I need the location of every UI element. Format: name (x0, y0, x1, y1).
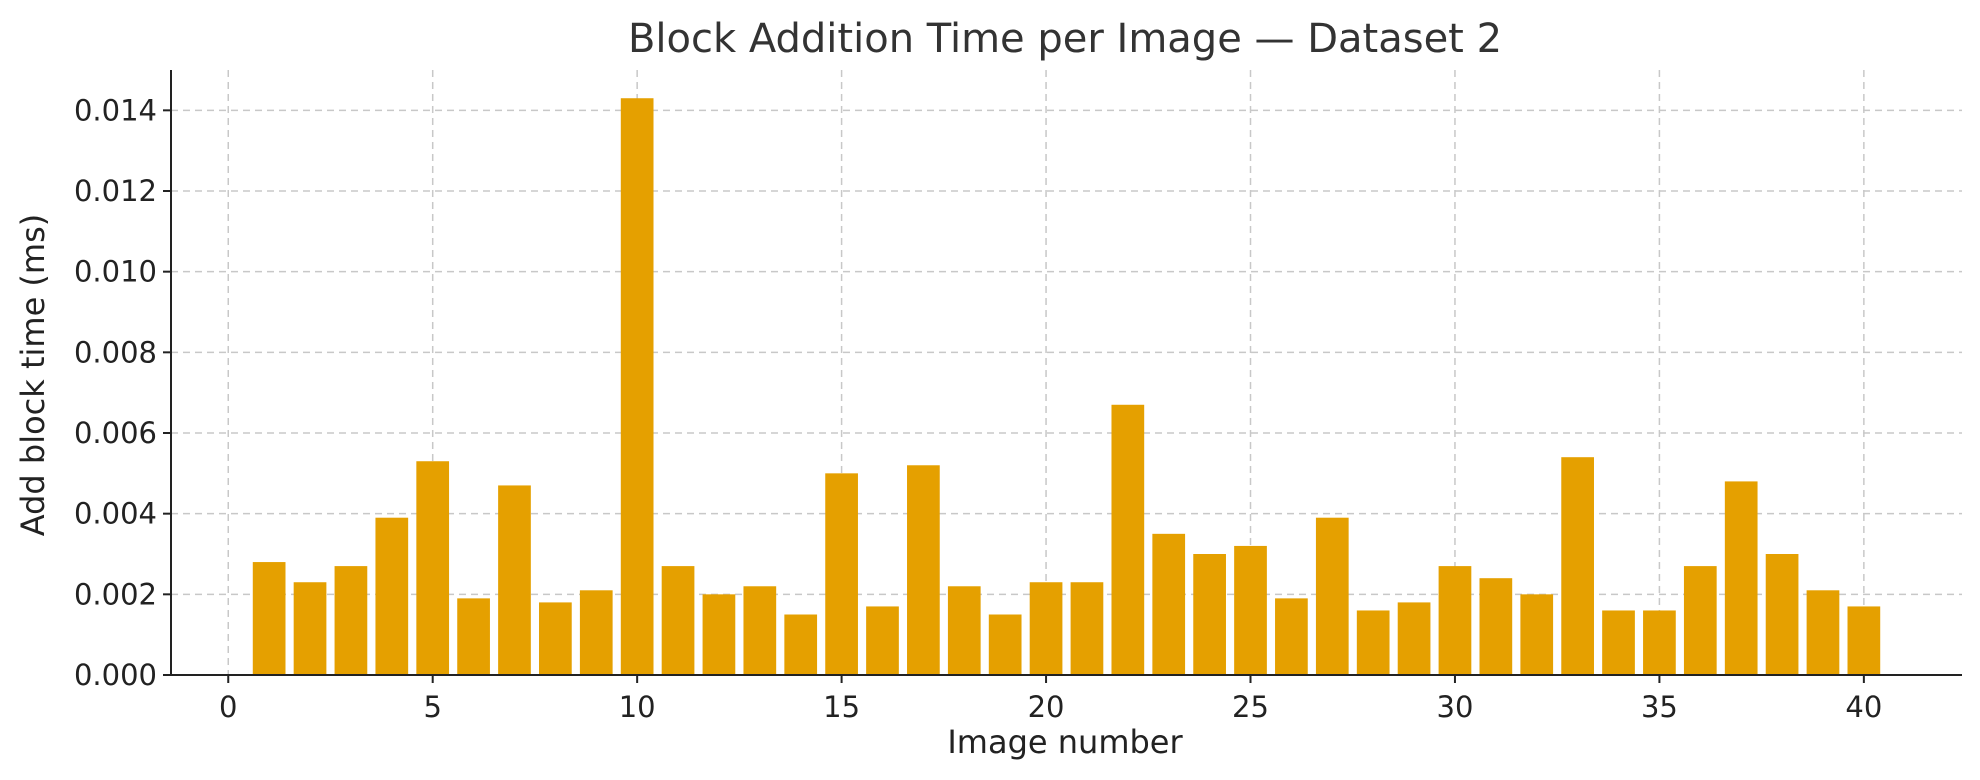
bar-25 (1234, 545, 1267, 675)
y-axis-label: Add block time (ms) (14, 214, 52, 536)
x-tick-label-8: 40 (1845, 690, 1882, 724)
x-tick-label-7: 35 (1641, 690, 1678, 724)
bar-30 (1438, 566, 1472, 675)
bar-17 (907, 465, 940, 675)
bar-7 (498, 485, 531, 675)
bar-18 (947, 586, 981, 675)
bar-36 (1683, 566, 1717, 675)
bar-16 (866, 606, 899, 675)
y-tick-label-6: 0.012 (74, 174, 157, 208)
bar-11 (661, 566, 695, 675)
bar-27 (1315, 517, 1349, 675)
bar-5 (416, 461, 450, 675)
y-tick-label-7: 0.014 (74, 93, 157, 127)
bar-4 (375, 517, 409, 675)
chart-title: Block Addition Time per Image — Dataset … (628, 16, 1502, 62)
bar-31 (1479, 578, 1513, 675)
bar-9 (579, 590, 613, 675)
bar-24 (1193, 554, 1226, 675)
bar-12 (702, 594, 736, 675)
bar-3 (334, 566, 368, 675)
bar-40 (1847, 606, 1881, 675)
x-tick-label-4: 20 (1028, 690, 1065, 724)
bar-28 (1356, 610, 1390, 675)
bar-29 (1397, 602, 1431, 675)
bar-34 (1602, 610, 1635, 675)
bar-37 (1724, 481, 1758, 675)
bar-22 (1111, 404, 1145, 675)
bar-19 (988, 614, 1022, 675)
bar-6 (457, 598, 490, 675)
bar-23 (1152, 533, 1186, 675)
bar-38 (1765, 554, 1799, 675)
bar-2 (293, 582, 327, 675)
x-tick-label-3: 15 (823, 690, 860, 724)
y-tick-label-3: 0.006 (74, 416, 157, 450)
bar-14 (784, 614, 818, 675)
bar-21 (1070, 582, 1104, 675)
bar-20 (1029, 582, 1063, 675)
y-tick-label-2: 0.004 (74, 497, 157, 531)
x-tick-label-2: 10 (619, 690, 656, 724)
bars (252, 98, 1881, 675)
bar-13 (743, 586, 777, 675)
bar-35 (1643, 610, 1676, 675)
y-tick-label-1: 0.002 (74, 577, 157, 611)
bar-15 (825, 473, 858, 675)
y-tick-label-0: 0.000 (74, 658, 157, 692)
bar-1 (252, 562, 286, 675)
bar-8 (539, 602, 572, 675)
bar-32 (1520, 594, 1554, 675)
x-tick-label-5: 25 (1232, 690, 1269, 724)
x-tick-label-6: 30 (1437, 690, 1474, 724)
bar-26 (1275, 598, 1308, 675)
x-axis-label: Image number (947, 723, 1183, 761)
bar-10 (620, 98, 654, 675)
x-tick-label-0: 0 (219, 690, 237, 724)
x-tick-label-1: 5 (423, 690, 441, 724)
y-tick-label-4: 0.008 (74, 335, 157, 369)
bar-39 (1806, 590, 1840, 675)
axes: 0 5 10 15 20 25 30 35 40 0.000 0.002 0.004 0.006 0.00… (74, 70, 1962, 724)
bar-33 (1561, 457, 1594, 675)
y-tick-label-5: 0.010 (74, 255, 157, 289)
